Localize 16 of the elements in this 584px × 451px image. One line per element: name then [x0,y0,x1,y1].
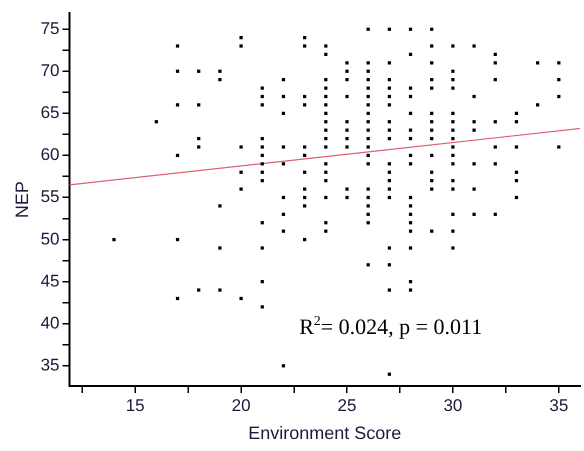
x-tick-label: 15 [126,396,145,415]
y-tick-label: 60 [40,145,60,164]
x-tick-label: 30 [443,396,462,415]
y-tick-label: 65 [40,103,60,122]
y-tick-label: 75 [40,18,60,38]
y-tick-label: 40 [40,313,60,332]
y-tick-label: 50 [40,229,60,248]
x-tick-label: 25 [338,396,356,415]
y-tick-label: 55 [40,187,60,206]
x-tick-label: 20 [232,396,251,415]
x-axis-title: Environment Score [248,423,402,444]
y-tick-label: 45 [40,271,60,290]
y-tick-label: 35 [40,355,60,374]
y-tick-label: 70 [40,60,60,80]
y-axis-title: NEP [12,181,32,218]
x-tick-label: 35 [549,396,568,415]
